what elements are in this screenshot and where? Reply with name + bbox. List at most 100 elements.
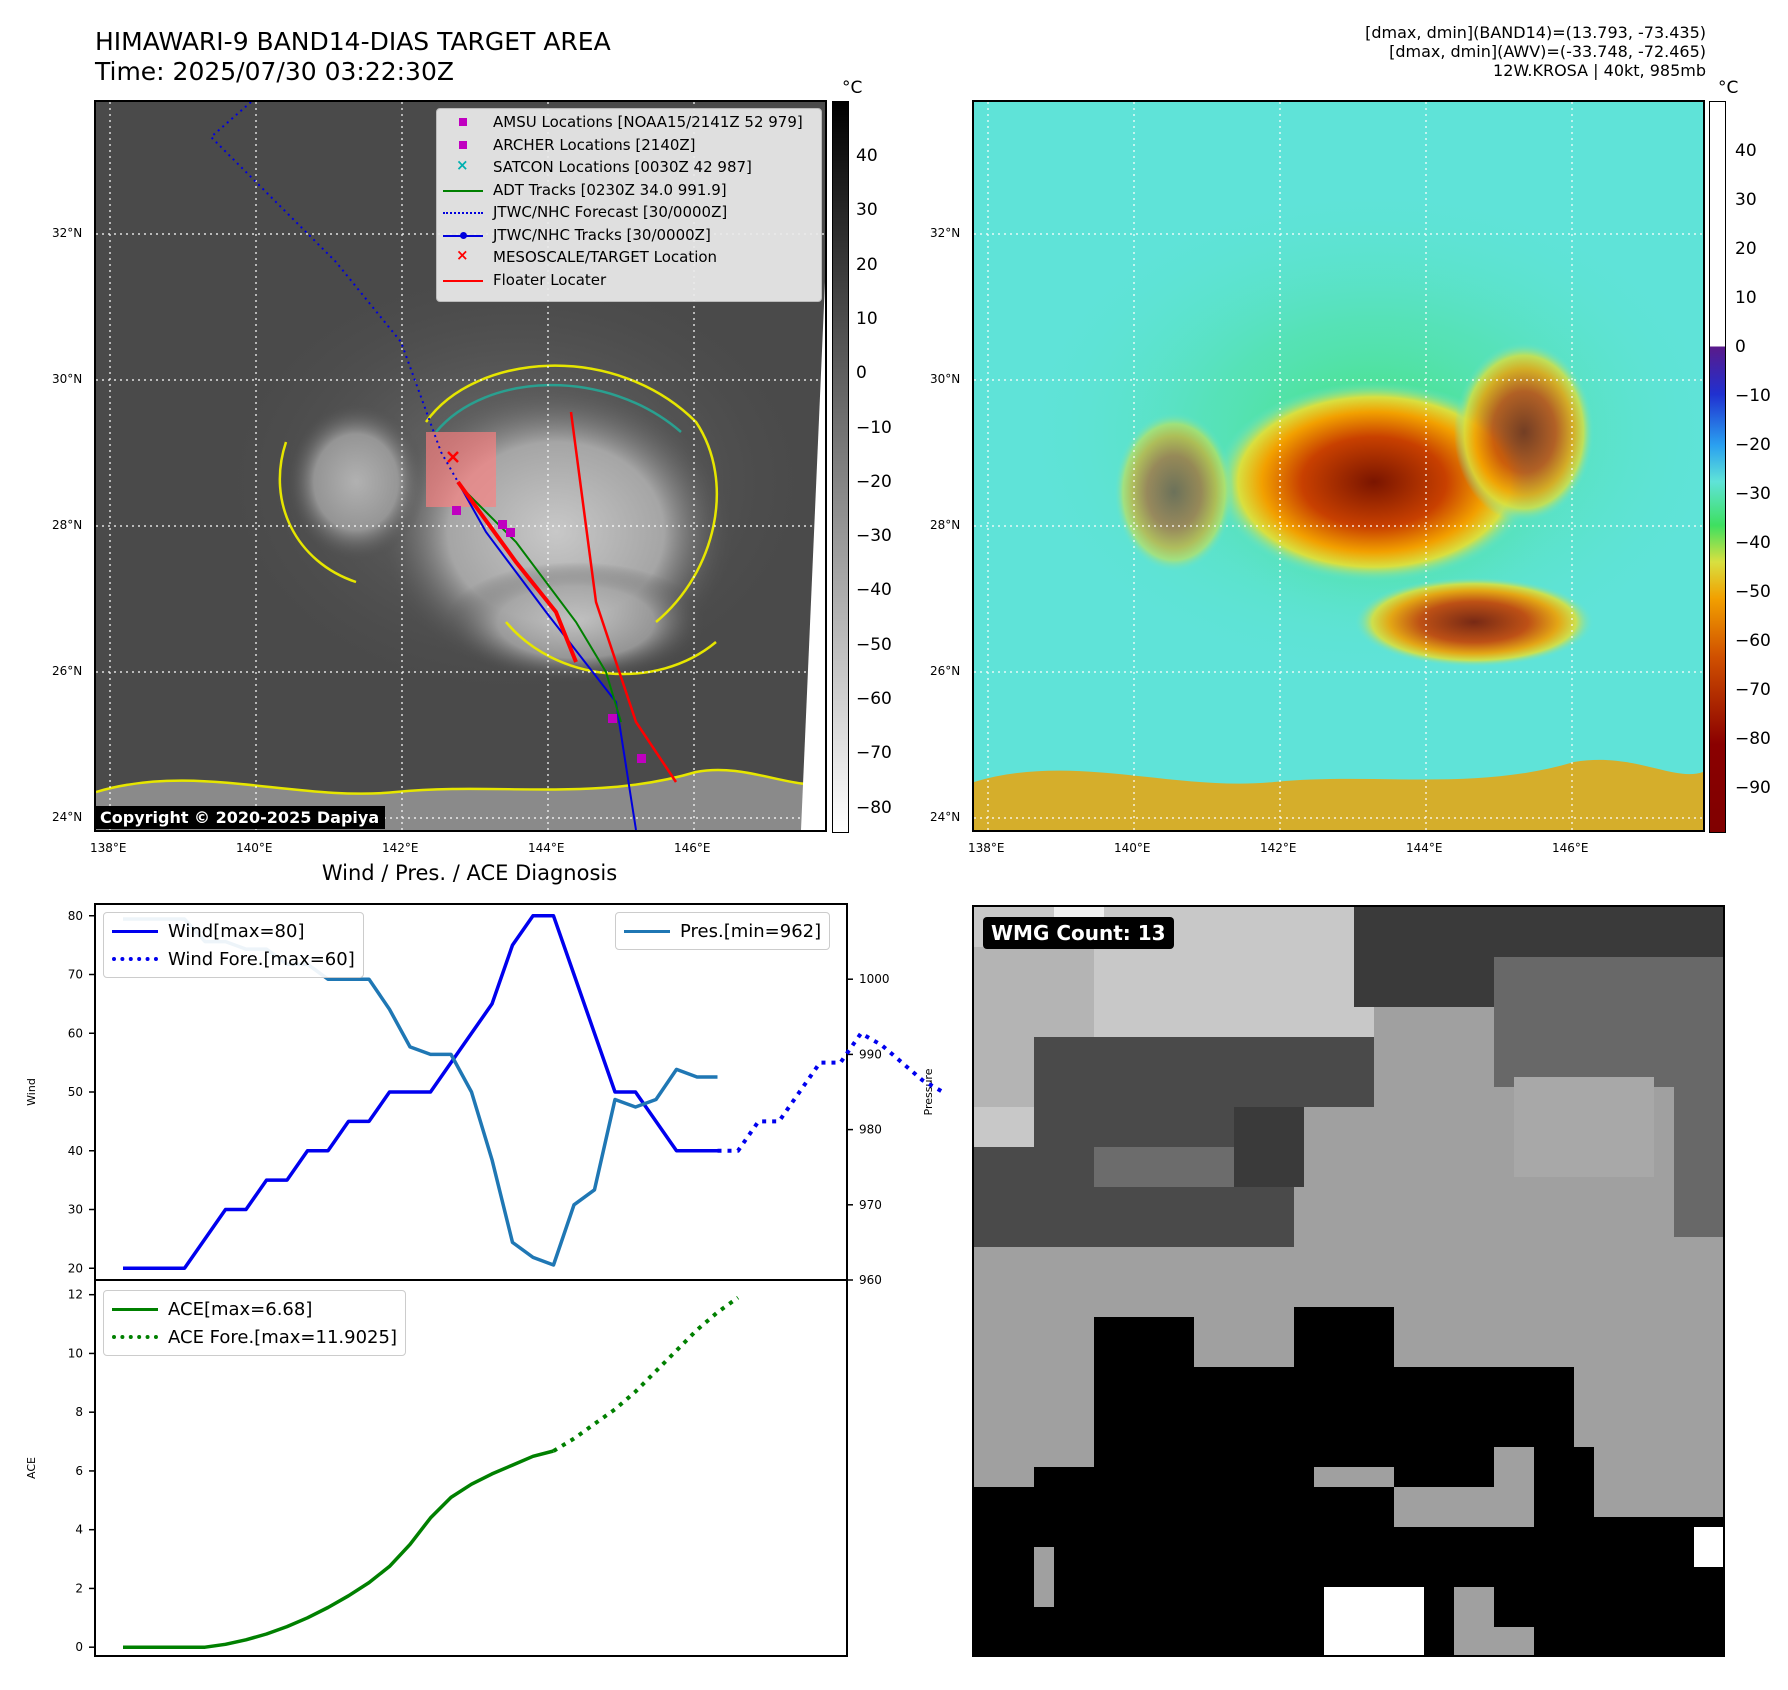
awv-colorbar-tick: −60 bbox=[1735, 631, 1771, 651]
y-tick-label: 50 bbox=[68, 1085, 83, 1099]
legend-adt: ADT Tracks [0230Z 34.0 991.9] bbox=[437, 179, 821, 202]
legend-label: SATCON Locations [0030Z 42 987] bbox=[493, 158, 752, 177]
y-tick-label: 8 bbox=[75, 1405, 83, 1419]
x-marker-icon: × bbox=[456, 246, 469, 265]
square-marker-icon bbox=[443, 137, 483, 153]
series-line-0 bbox=[123, 914, 718, 1271]
awv-colorbar-tick: 0 bbox=[1735, 337, 1746, 357]
dotted-line-icon bbox=[443, 204, 483, 220]
lat-label-30n: 30°N bbox=[52, 372, 83, 386]
awv-lon-label-138e: 138°E bbox=[968, 841, 1005, 855]
legend-label: Floater Locater bbox=[493, 270, 607, 289]
awv-gridlines bbox=[974, 102, 1703, 830]
awv-colorbar-tick: −50 bbox=[1735, 582, 1771, 602]
ir-colorbar-tick: −10 bbox=[856, 417, 892, 438]
awv-lat-label-28n: 28°N bbox=[930, 518, 961, 532]
ir-colorbar-tick: −60 bbox=[856, 689, 892, 709]
lat-label-24n: 24°N bbox=[52, 810, 83, 824]
lat-label-26n: 26°N bbox=[52, 664, 83, 678]
ir-colorbar-tick: −50 bbox=[856, 634, 892, 655]
figure-title: HIMAWARI-9 BAND14-DIAS TARGET AREA Time:… bbox=[95, 27, 611, 87]
awv-lat-label-26n: 26°N bbox=[930, 664, 961, 678]
info-line-1: [dmax, dmin](BAND14)=(13.793, -73.435) bbox=[1365, 23, 1706, 42]
title-line-1: HIMAWARI-9 BAND14-DIAS TARGET AREA bbox=[95, 27, 611, 56]
legend-ace-forecast-label: ACE Fore.[max=11.9025] bbox=[168, 1326, 397, 1348]
legend-jtwc-tracks: JTWC/NHC Tracks [30/0000Z] bbox=[437, 224, 821, 247]
y-tick-label: 6 bbox=[75, 1464, 83, 1478]
ir-colorbar-tick: −20 bbox=[856, 471, 892, 492]
awv-colorbar-tick: 30 bbox=[1735, 190, 1757, 210]
wind-pressure-chart: 20 30 40 50 60 70 80 Wind 960 970 980 990 1000 Pressu… bbox=[25, 903, 944, 1287]
y-tick-label: 0 bbox=[75, 1640, 83, 1654]
diagnosis-title: Wind / Pres. / ACE Diagnosis bbox=[321, 861, 618, 885]
square-marker-icon bbox=[443, 114, 483, 130]
y-right-tick-label: 960 bbox=[859, 1273, 882, 1287]
legend-amsu: AMSU Locations [NOAA15/2141Z 52 979] bbox=[437, 111, 821, 134]
ir-colorbar-tick: −30 bbox=[856, 526, 892, 547]
legend-label: ADT Tracks [0230Z 34.0 991.9] bbox=[493, 180, 727, 199]
awv-lon-label-146e: 146°E bbox=[1552, 841, 1589, 855]
x-marker-icon: × bbox=[456, 156, 469, 175]
awv-colorbar-tick: −70 bbox=[1735, 680, 1771, 700]
wmg-count-badge: WMG Count: 13 bbox=[983, 917, 1174, 949]
legend-archer: ARCHER Locations [2140Z] bbox=[437, 134, 821, 157]
legend-wind: Wind[max=80] bbox=[112, 917, 355, 945]
ir-colorbar-tick: 30 bbox=[856, 200, 878, 221]
lon-label-138e: 138°E bbox=[90, 841, 127, 855]
lat-label-28n: 28°N bbox=[52, 518, 83, 532]
info-line-3: 12W.KROSA | 40kt, 985mb bbox=[1493, 61, 1706, 80]
diagnostic-info: [dmax, dmin](BAND14)=(13.793, -73.435) [… bbox=[1365, 23, 1706, 80]
awv-colorbar-tick: −90 bbox=[1735, 778, 1771, 798]
series-line-0 bbox=[123, 1449, 554, 1649]
legend-satcon: × SATCON Locations [0030Z 42 987] bbox=[437, 156, 821, 179]
legend-wind-forecast-label: Wind Fore.[max=60] bbox=[168, 948, 355, 970]
y-tick-label: 30 bbox=[68, 1203, 83, 1217]
wmg-image bbox=[974, 907, 1723, 1655]
y-tick-label: 20 bbox=[68, 1261, 83, 1275]
lon-label-142e: 142°E bbox=[382, 841, 419, 855]
y-right-tick-label: 970 bbox=[859, 1198, 882, 1212]
ir-colorbar-tick: −40 bbox=[856, 580, 892, 601]
awv-colorbar-tick: −10 bbox=[1735, 386, 1771, 406]
plot-frame bbox=[94, 1279, 848, 1657]
awv-lat-label-30n: 30°N bbox=[930, 372, 961, 386]
map-legend: AMSU Locations [NOAA15/2141Z 52 979] ARC… bbox=[436, 108, 822, 302]
ir-colorbar-tick: 10 bbox=[856, 308, 878, 329]
awv-lon-label-140e: 140°E bbox=[1114, 841, 1151, 855]
y-tick-label: 40 bbox=[68, 1144, 83, 1158]
legend-floater: Floater Locater bbox=[437, 269, 821, 292]
ir-colorbar-tick: −80 bbox=[856, 797, 892, 818]
awv-map-image bbox=[974, 102, 1703, 830]
legend-ace-forecast: ACE Fore.[max=11.9025] bbox=[112, 1323, 397, 1351]
awv-colorbar-tick: −40 bbox=[1735, 533, 1771, 553]
ir-colorbar-tick: 40 bbox=[856, 146, 878, 166]
copyright-label: Copyright © 2020-2025 Dapiya bbox=[94, 806, 386, 829]
legend-jtwc-forecast: JTWC/NHC Forecast [30/0000Z] bbox=[437, 201, 821, 224]
y-tick-label: 70 bbox=[68, 968, 83, 982]
line-dot-icon bbox=[443, 227, 483, 243]
ir-colorbar-unit: °C bbox=[842, 78, 863, 98]
wind-legend: Wind[max=80] Wind Fore.[max=60] bbox=[103, 912, 364, 978]
lon-label-144e: 144°E bbox=[528, 841, 565, 855]
awv-colorbar bbox=[1709, 101, 1726, 833]
y-tick-label: 4 bbox=[75, 1523, 83, 1537]
legend-wind-forecast: Wind Fore.[max=60] bbox=[112, 945, 355, 973]
awv-map-panel bbox=[972, 100, 1705, 832]
legend-pressure-label: Pres.[min=962] bbox=[680, 920, 822, 942]
awv-lon-label-144e: 144°E bbox=[1406, 841, 1443, 855]
legend-label: AMSU Locations [NOAA15/2141Z 52 979] bbox=[493, 113, 803, 132]
line-icon bbox=[443, 272, 483, 288]
ir-colorbar-tick: 0 bbox=[856, 363, 867, 384]
y-tick-label: 12 bbox=[68, 1288, 83, 1302]
ir-colorbar-tick: −70 bbox=[856, 743, 892, 764]
y-tick-label: 2 bbox=[75, 1581, 83, 1595]
lon-label-140e: 140°E bbox=[236, 841, 273, 855]
legend-label: MESOSCALE/TARGET Location bbox=[493, 248, 718, 267]
awv-lon-label-142e: 142°E bbox=[1260, 841, 1297, 855]
y-right-tick-label: 1000 bbox=[859, 972, 890, 986]
y-tick-label: 80 bbox=[68, 909, 83, 923]
legend-pressure: Pres.[min=962] bbox=[624, 917, 821, 945]
legend-label: JTWC/NHC Tracks [30/0000Z] bbox=[493, 225, 711, 244]
legend-label: JTWC/NHC Forecast [30/0000Z] bbox=[493, 203, 728, 222]
legend-ace-label: ACE[max=6.68] bbox=[168, 1298, 313, 1320]
